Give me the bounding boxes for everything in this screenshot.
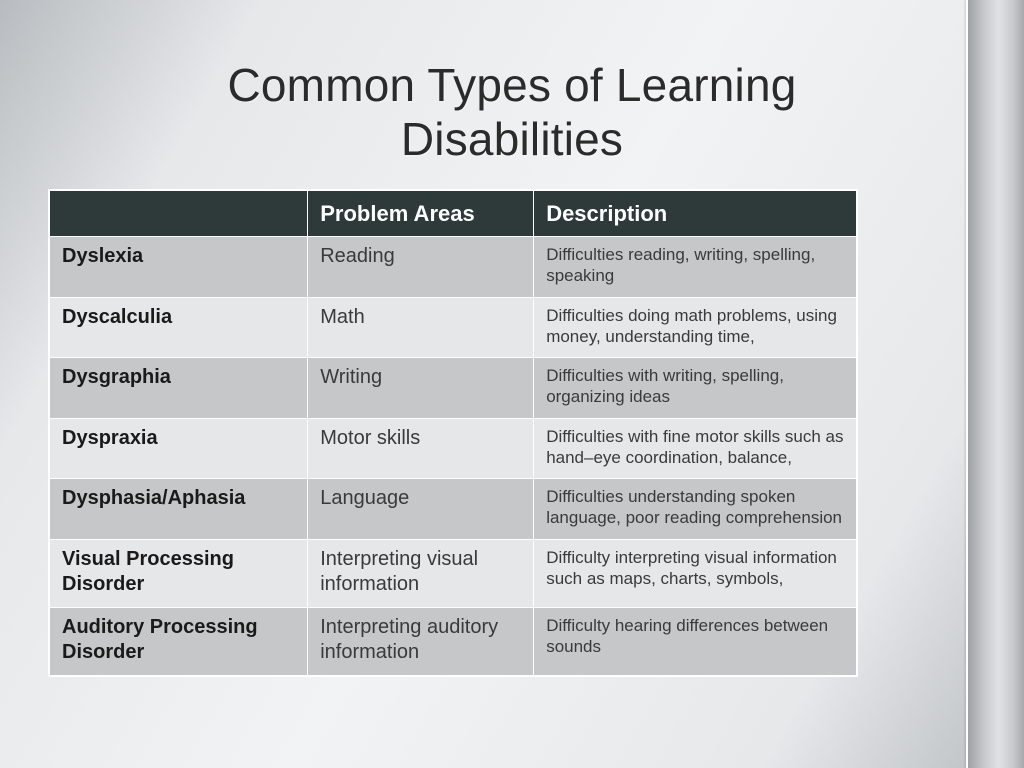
table-row: Dyslexia Reading Difficulties reading, w…: [50, 237, 857, 298]
row-area: Language: [308, 479, 534, 540]
col-header-blank: [50, 190, 308, 237]
table-row: Dysphasia/Aphasia Language Difficulties …: [50, 479, 857, 540]
row-desc: Difficulties understanding spoken langua…: [534, 479, 857, 540]
table-row: Dyscalculia Math Difficulties doing math…: [50, 297, 857, 358]
row-area: Motor skills: [308, 418, 534, 479]
row-desc: Difficulties with fine motor skills such…: [534, 418, 857, 479]
row-desc: Difficulties reading, writing, spelling,…: [534, 237, 857, 298]
row-name: Dyslexia: [50, 237, 308, 298]
disabilities-table: Problem Areas Description Dyslexia Readi…: [49, 190, 857, 676]
row-desc: Difficulty hearing differences between s…: [534, 607, 857, 675]
slide-right-edge: [966, 0, 1024, 768]
row-desc: Difficulties with writing, spelling, org…: [534, 358, 857, 419]
table-row: Auditory Processing Disorder Interpretin…: [50, 607, 857, 675]
slide-title: Common Types of Learning Disabilities: [192, 58, 832, 167]
table-row: Visual Processing Disorder Interpreting …: [50, 539, 857, 607]
col-header-description: Description: [534, 190, 857, 237]
row-name: Dysgraphia: [50, 358, 308, 419]
row-area: Reading: [308, 237, 534, 298]
row-desc: Difficulties doing math problems, using …: [534, 297, 857, 358]
slide: Common Types of Learning Disabilities Pr…: [0, 0, 1024, 768]
disabilities-table-wrap: Problem Areas Description Dyslexia Readi…: [48, 189, 858, 677]
table-header-row: Problem Areas Description: [50, 190, 857, 237]
row-desc: Difficulty interpreting visual informati…: [534, 539, 857, 607]
table-row: Dysgraphia Writing Difficulties with wri…: [50, 358, 857, 419]
row-name: Dyspraxia: [50, 418, 308, 479]
row-area: Writing: [308, 358, 534, 419]
col-header-problem-areas: Problem Areas: [308, 190, 534, 237]
row-name: Dysphasia/Aphasia: [50, 479, 308, 540]
table-row: Dyspraxia Motor skills Difficulties with…: [50, 418, 857, 479]
row-name: Visual Processing Disorder: [50, 539, 308, 607]
row-name: Auditory Processing Disorder: [50, 607, 308, 675]
row-area: Math: [308, 297, 534, 358]
row-area: Interpreting visual information: [308, 539, 534, 607]
row-name: Dyscalculia: [50, 297, 308, 358]
row-area: Interpreting auditory information: [308, 607, 534, 675]
